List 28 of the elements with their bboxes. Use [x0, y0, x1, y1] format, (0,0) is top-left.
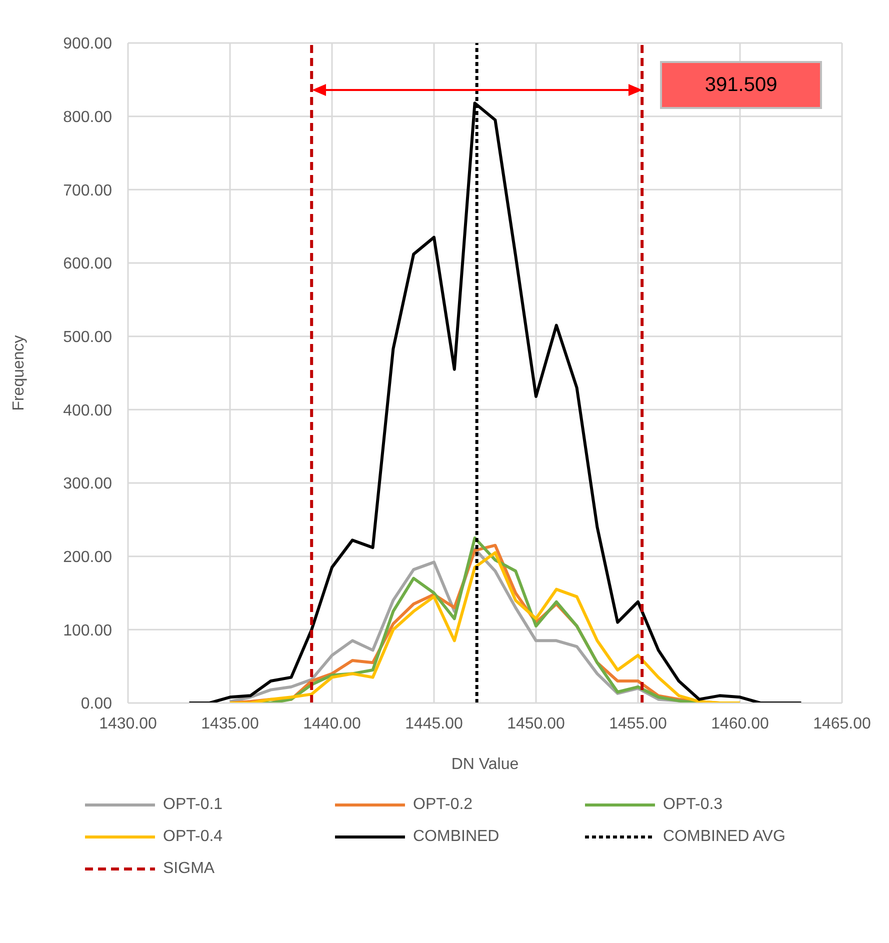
x-tick-label: 1460.00: [711, 715, 770, 732]
legend-label: OPT-0.4: [163, 828, 223, 846]
y-axis-title: Frequency: [10, 335, 28, 411]
x-tick-label: 1430.00: [99, 715, 158, 732]
x-axis-title: DN Value: [451, 756, 519, 773]
x-tick-label: 1465.00: [813, 715, 872, 732]
legend-label: COMBINED AVG: [663, 828, 786, 846]
y-tick-label: 900.00: [63, 36, 112, 53]
y-tick-label: 700.00: [63, 182, 112, 200]
y-tick-label: 800.00: [63, 109, 112, 126]
legend-label: OPT-0.2: [413, 796, 473, 814]
x-tick-label: 1435.00: [201, 715, 260, 732]
y-tick-label: 500.00: [63, 329, 112, 346]
y-tick-label: 300.00: [63, 476, 112, 493]
x-tick-label: 1450.00: [507, 715, 566, 732]
legend-label: COMBINED: [413, 828, 500, 846]
legend-label: OPT-0.3: [663, 796, 723, 814]
legend-label: OPT-0.1: [163, 796, 223, 814]
y-tick-label: 400.00: [63, 402, 112, 420]
annotation: 391.509: [704, 74, 778, 96]
x-tick-label: 1455.00: [609, 715, 668, 732]
x-tick-label: 1445.00: [405, 715, 464, 732]
y-tick-label: 0.00: [80, 696, 112, 713]
legend-label: SIGMA: [163, 860, 215, 878]
y-tick-label: 100.00: [63, 622, 112, 640]
x-tick-label: 1440.00: [303, 715, 362, 732]
y-tick-label: 600.00: [63, 256, 112, 273]
y-tick-label: 200.00: [63, 549, 112, 566]
